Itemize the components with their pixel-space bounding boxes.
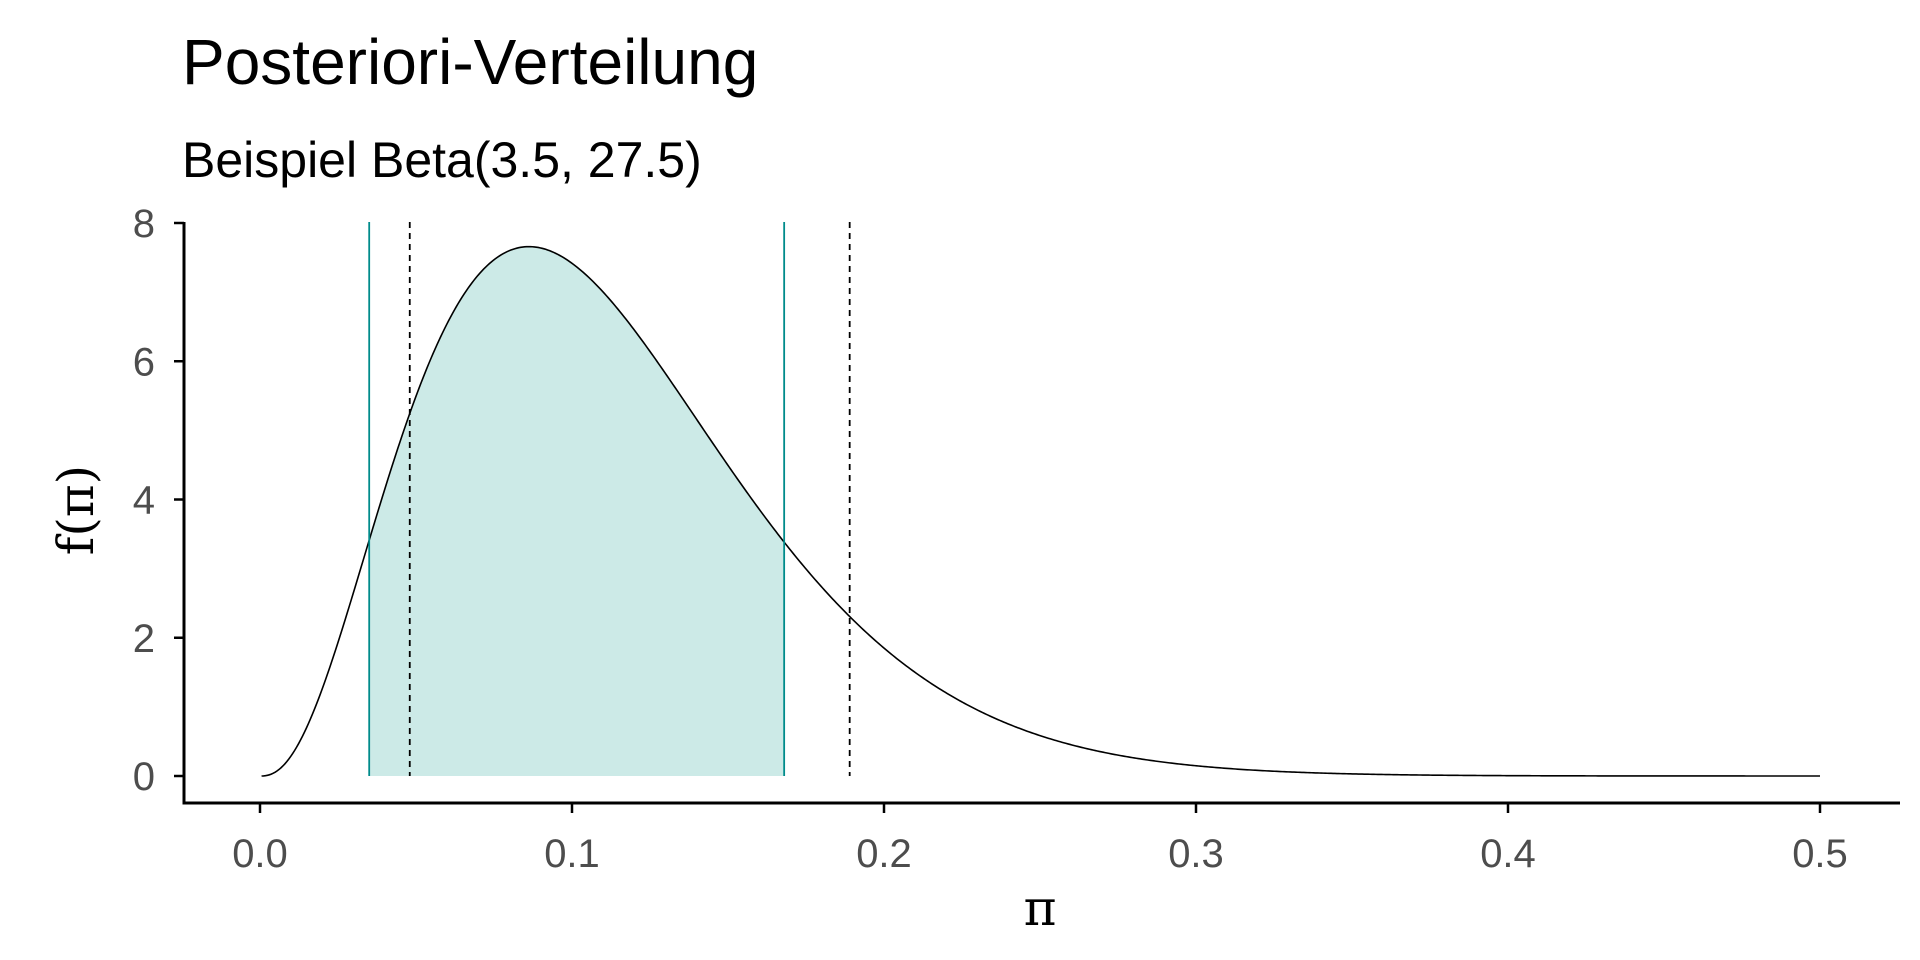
chart-subtitle: Beispiel Beta(3.5, 27.5) — [182, 132, 702, 188]
x-tick-label: 0.1 — [544, 832, 600, 876]
y-axis: 0 2 4 6 8 — [133, 202, 184, 799]
y-tick-label: 8 — [133, 202, 155, 246]
x-tick-label: 0.5 — [1792, 832, 1848, 876]
plot-area — [182, 222, 1900, 805]
y-tick-label: 6 — [133, 340, 155, 384]
y-tick-label: 2 — [133, 617, 155, 661]
x-tick-label: 0.2 — [856, 832, 912, 876]
chart-title: Posteriori-Verteilung — [182, 26, 758, 98]
density-curve — [261, 245, 1821, 777]
y-axis-title: f(π) — [47, 465, 105, 555]
credible-interval-area — [369, 246, 785, 776]
x-tick-label: 0.4 — [1480, 832, 1536, 876]
x-axis-title: π — [1024, 879, 1057, 937]
y-tick-label: 0 — [133, 755, 155, 799]
x-axis: 0.0 0.1 0.2 0.3 0.4 0.5 — [232, 803, 1848, 876]
y-tick-label: 4 — [133, 479, 155, 523]
x-tick-label: 0.0 — [232, 832, 288, 876]
x-tick-label: 0.3 — [1168, 832, 1224, 876]
